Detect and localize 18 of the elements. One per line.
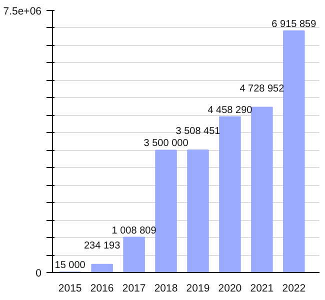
data-label: 4 458 290 [208,104,253,116]
data-label: 1 008 809 [112,225,157,236]
y-tick-label: 0 [36,268,42,280]
data-label: 4 728 952 [240,83,285,94]
data-label: 3 508 451 [176,126,221,137]
x-tick-label: 2016 [90,282,114,294]
x-tick-label: 2021 [250,282,274,294]
x-tick-label: 2022 [282,282,306,294]
data-label: 6 915 859 [272,18,317,30]
x-tick-label: 2019 [186,282,210,294]
data-label: 15 000 [54,260,86,271]
data-label: 234 193 [84,240,121,252]
x-tick-label: 2015 [58,282,82,294]
x-tick-label: 2017 [122,282,146,294]
x-tick-label: 2020 [218,282,242,294]
data-label: 3 500 000 [144,138,189,150]
x-tick-label: 2018 [154,282,178,294]
y-tick-label: 7.5e+06 [3,6,42,18]
